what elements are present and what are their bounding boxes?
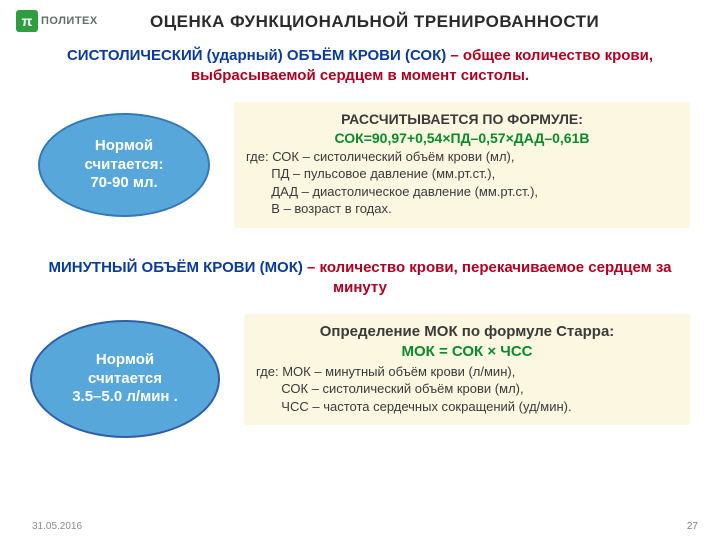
sok-norm-l2: считается: [85, 156, 164, 175]
mok-where-2: СОК – систолический объём крови (мл), [256, 380, 678, 398]
mok-formula-box: Определение МОК по формуле Старра: МОК =… [244, 314, 690, 425]
sok-formula: СОК=90,97+0,54×ПД–0,57×ДАД–0,61В [246, 129, 678, 148]
sok-norm-ellipse: Нормой считается: 70-90 мл. [38, 113, 210, 217]
sok-where-2: ПД – пульсовое давление (мм.рт.ст.), [246, 165, 678, 183]
mok-row: Нормой считается 3.5–5.0 л/мин . Определ… [30, 314, 690, 438]
footer-date: 31.05.2016 [32, 521, 82, 532]
sok-where-3: ДАД – диастолическое давление (мм.рт.ст.… [246, 183, 678, 201]
mok-norm-ellipse: Нормой считается 3.5–5.0 л/мин . [30, 320, 220, 438]
definition-sok: СИСТОЛИЧЕСКИЙ (ударный) ОБЪЁМ КРОВИ (СОК… [40, 46, 680, 87]
page-title: ОЦЕНКА ФУНКЦИОНАЛЬНОЙ ТРЕНИРОВАННОСТИ [150, 12, 599, 32]
definition-mok: МИНУТНЫЙ ОБЪЁМ КРОВИ (МОК) – количество … [40, 258, 680, 299]
sok-formula-head: РАССЧИТЫВАЕТСЯ ПО ФОРМУЛЕ: [246, 110, 678, 129]
footer-page-number: 27 [687, 521, 698, 532]
sok-norm-text: Нормой считается: 70-90 мл. [85, 137, 164, 193]
definition-mok-desc: – количество крови, перекачиваемое сердц… [307, 259, 671, 296]
mok-norm-l3: 3.5–5.0 л/мин . [72, 388, 178, 407]
logo-mark: π [16, 10, 38, 32]
sok-where-1: где: СОК – систолический объём крови (мл… [246, 148, 678, 166]
definition-sok-term: СИСТОЛИЧЕСКИЙ (ударный) ОБЪЁМ КРОВИ (СОК… [67, 47, 450, 64]
mok-norm-text: Нормой считается 3.5–5.0 л/мин . [72, 351, 178, 407]
mok-formula: МОК = СОК × ЧСС [256, 342, 678, 362]
mok-where-3: ЧСС – частота сердечных сокращений (уд/м… [256, 398, 678, 416]
logo-text: ПОЛИТЕХ [41, 15, 98, 27]
definition-mok-term: МИНУТНЫЙ ОБЪЁМ КРОВИ (МОК) [48, 259, 307, 276]
sok-row: Нормой считается: 70-90 мл. РАССЧИТЫВАЕТ… [30, 102, 690, 228]
sok-formula-box: РАССЧИТЫВАЕТСЯ ПО ФОРМУЛЕ: СОК=90,97+0,5… [234, 102, 690, 228]
sok-where-4: В – возраст в годах. [246, 200, 678, 218]
sok-norm-l1: Нормой [85, 137, 164, 156]
mok-norm-l1: Нормой [72, 351, 178, 370]
sok-norm-l3: 70-90 мл. [85, 174, 164, 193]
mok-where-1: где: МОК – минутный объём крови (л/мин), [256, 363, 678, 381]
mok-norm-l2: считается [72, 370, 178, 389]
logo: π ПОЛИТЕХ [16, 10, 98, 32]
mok-formula-head: Определение МОК по формуле Старра: [256, 322, 678, 342]
